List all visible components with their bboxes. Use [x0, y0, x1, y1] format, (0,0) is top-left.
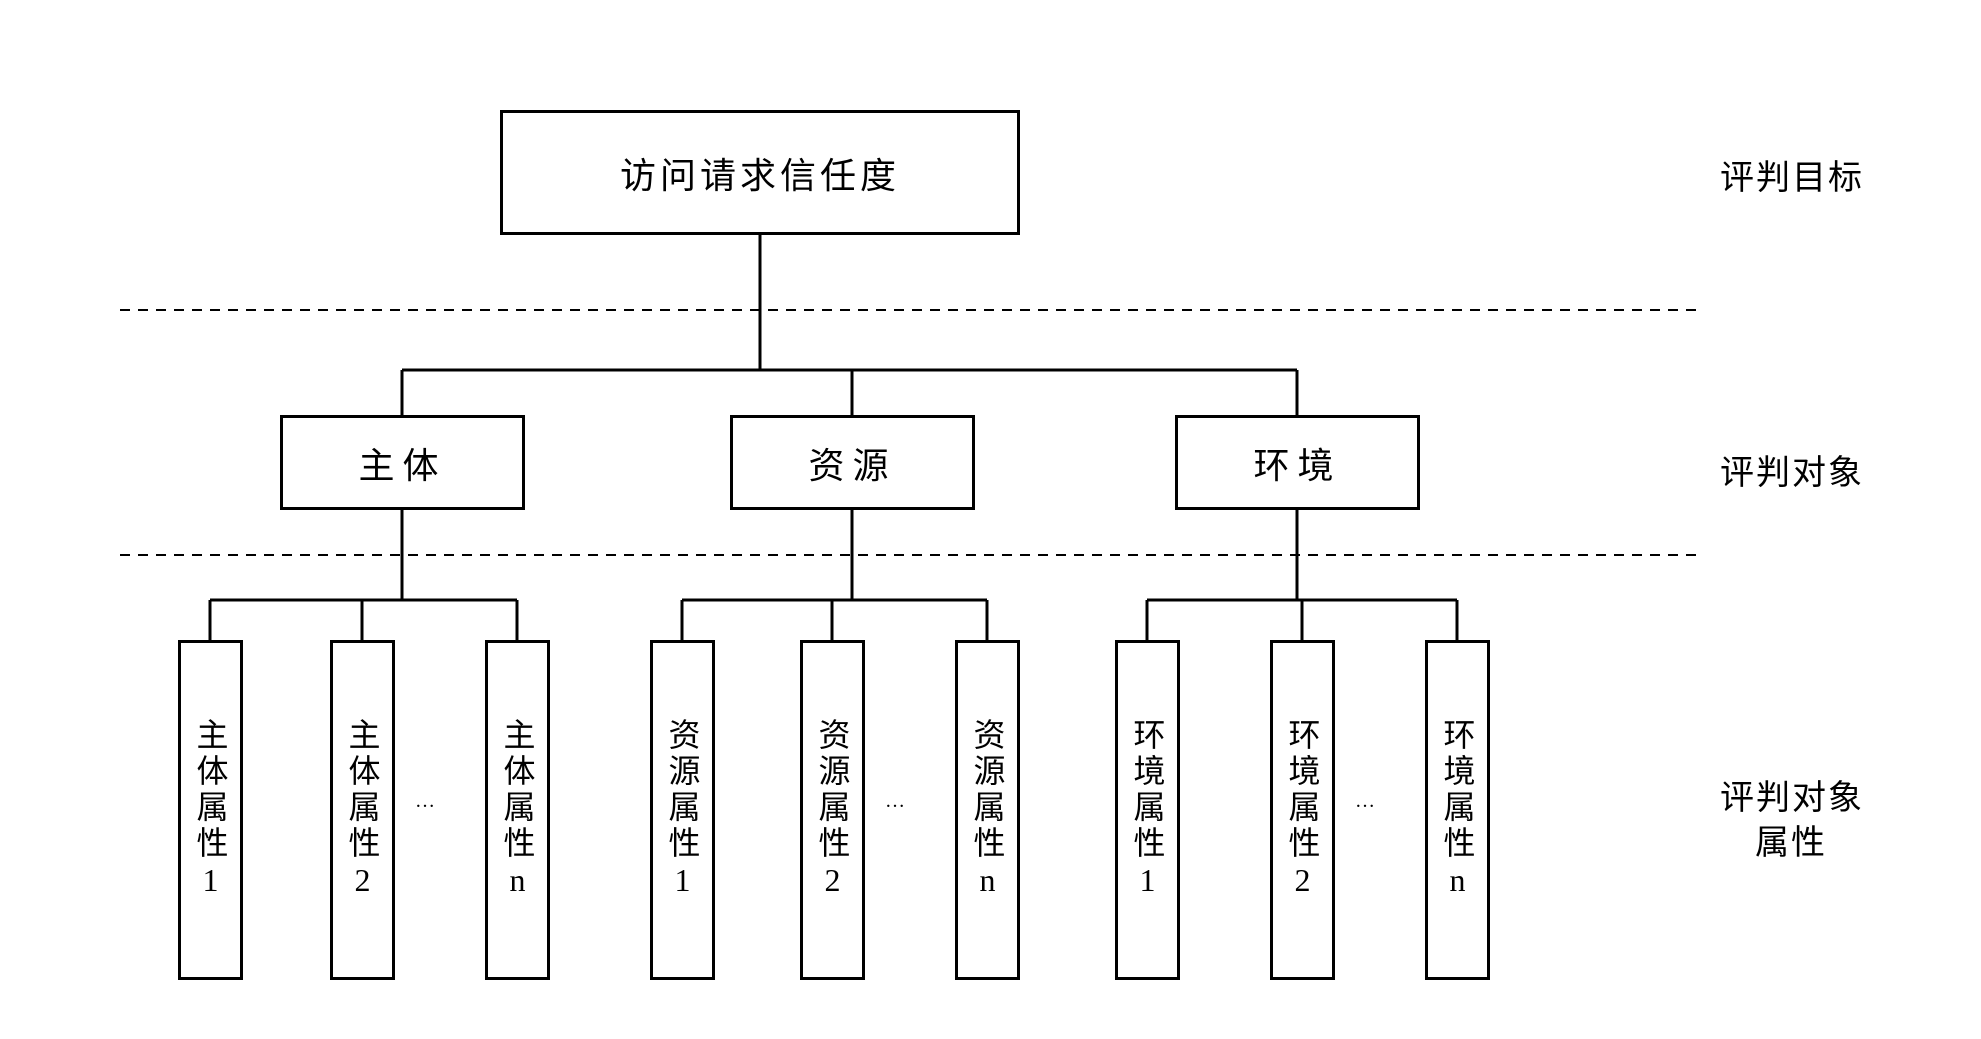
mid-label: 主体	[358, 437, 446, 489]
leaf-label: 环境属性2	[1280, 718, 1326, 902]
leaf-label: 主体属性1	[188, 718, 234, 902]
ellipsis: …	[1355, 790, 1377, 813]
leaf-label: 资源属性n	[965, 718, 1011, 902]
leaf-label: 资源属性2	[810, 718, 856, 902]
leaf-node: 资源属性n	[955, 640, 1020, 980]
mid-node-subject: 主体	[280, 415, 525, 510]
mid-label: 环境	[1253, 437, 1341, 489]
leaf-node: 主体属性n	[485, 640, 550, 980]
leaf-node: 主体属性2	[330, 640, 395, 980]
leaf-label: 资源属性1	[660, 718, 706, 902]
row-label: 评判对象	[1720, 770, 1864, 819]
leaf-node: 资源属性2	[800, 640, 865, 980]
row-label: 评判目标	[1720, 150, 1864, 199]
leaf-node: 环境属性2	[1270, 640, 1335, 980]
ellipsis: …	[885, 790, 907, 813]
leaf-node: 环境属性n	[1425, 640, 1490, 980]
mid-label: 资源	[808, 437, 896, 489]
mid-node-resource: 资源	[730, 415, 975, 510]
tree-diagram: 访问请求信任度 主体 资源 环境 主体属性1 主体属性2 主体属性n 资源属性1 资源属性2…	[0, 0, 1981, 1039]
ellipsis: …	[415, 790, 437, 813]
leaf-label: 环境属性1	[1125, 718, 1171, 902]
mid-node-environment: 环境	[1175, 415, 1420, 510]
leaf-label: 主体属性2	[340, 718, 386, 902]
row-label: 评判对象	[1720, 445, 1864, 494]
leaf-node: 主体属性1	[178, 640, 243, 980]
root-node: 访问请求信任度	[500, 110, 1020, 235]
root-label: 访问请求信任度	[620, 147, 900, 199]
leaf-label: 主体属性n	[495, 718, 541, 902]
leaf-node: 环境属性1	[1115, 640, 1180, 980]
leaf-label: 环境属性n	[1435, 718, 1481, 902]
row-label: 属性	[1755, 815, 1827, 864]
leaf-node: 资源属性1	[650, 640, 715, 980]
